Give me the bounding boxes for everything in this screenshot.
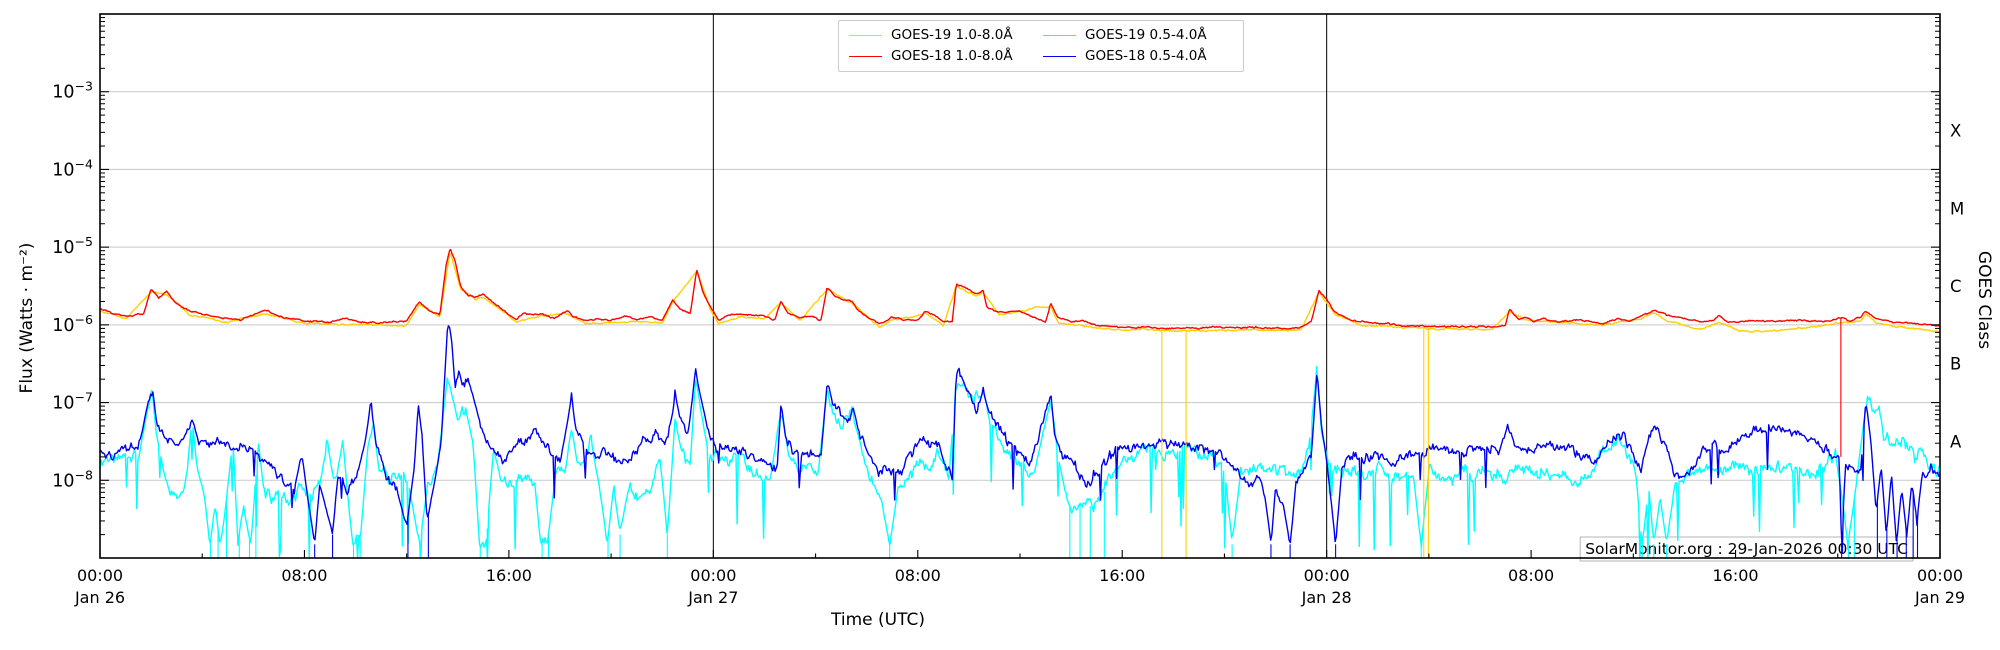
watermark-box: SolarMonitor.org : 29-Jan-2026 00:30 UTC (1579, 536, 1914, 562)
series-goes-19-0-5-4-0 (99, 366, 1941, 559)
legend-line-swatch-icon (849, 35, 882, 36)
x-tick-time-label: 16:00 (486, 566, 532, 585)
series-goes-18-0-5-4-0 (99, 325, 1940, 554)
goes-class-label-x: X (1950, 122, 1961, 141)
x-tick-time-label: 16:00 (1099, 566, 1145, 585)
watermark-background (1579, 536, 1914, 562)
legend-entry: GOES-18 0.5-4.0Å (1043, 47, 1233, 67)
legend-entry: GOES-18 1.0-8.0Å (849, 47, 1039, 67)
x-tick-time-label: 00:00 (690, 566, 736, 585)
x-tick-date-label: Jan 27 (687, 588, 738, 607)
watermark: SolarMonitor.org : 29-Jan-2026 00:30 UTC (1585, 540, 1908, 558)
legend-entry: GOES-19 1.0-8.0Å (849, 26, 1039, 46)
legend-line-swatch-icon (1043, 35, 1076, 36)
goes-class-label-c: C (1950, 277, 1962, 296)
goes-class-label-m: M (1950, 199, 1964, 218)
y-tick-label: 10−4 (52, 156, 93, 180)
x-axis-title: Time (UTC) (831, 610, 925, 630)
goes-class-label-a: A (1950, 432, 1962, 451)
y-tick-label: 10−7 (52, 390, 93, 414)
legend-label: GOES-18 0.5-4.0Å (1085, 47, 1207, 64)
gridlines (100, 91, 1940, 481)
axis-tick-labels: 10−3 10−4 10−5 10−6 10−7 10−8 00:00 Jan 26 08:00… (52, 79, 1965, 607)
day-boundary-lines (712, 14, 1328, 558)
x-tick-date-label: Jan 29 (1914, 588, 1965, 607)
y-tick-label: 10−8 (52, 467, 93, 491)
x-tick-time-label: 00:00 (1917, 566, 1963, 585)
x-tick-time-label: 08:00 (895, 566, 941, 585)
y-tick-label: 10−5 (52, 234, 93, 258)
series-goes-18-1-0-8-0 (99, 248, 1941, 330)
x-tick-time-label: 00:00 (77, 566, 123, 585)
legend-label: GOES-19 1.0-8.0Å (891, 26, 1013, 43)
legend-line-swatch-icon (1043, 56, 1076, 57)
series-lines (99, 248, 1941, 559)
series-goes-19-1-0-8-0 (99, 253, 1941, 333)
legend-label: GOES-19 0.5-4.0Å (1085, 26, 1207, 43)
y-axis-title: Flux (Watts · m⁻²) (17, 242, 37, 394)
legend-entry: GOES-19 0.5-4.0Å (1043, 26, 1233, 46)
legend-line-swatch-icon (849, 56, 882, 57)
right-axis-title: GOES Class (1974, 250, 1994, 350)
goes-class-label-b: B (1950, 355, 1961, 374)
x-tick-time-label: 16:00 (1713, 566, 1759, 585)
x-tick-date-label: Jan 26 (74, 588, 125, 607)
axes (99, 13, 1941, 559)
plot-border (99, 13, 1941, 559)
x-tick-date-label: Jan 28 (1301, 588, 1352, 607)
x-tick-time-label: 00:00 (1304, 566, 1350, 585)
y-tick-label: 10−3 (52, 79, 93, 103)
x-tick-time-label: 08:00 (1508, 566, 1554, 585)
legend: GOES-19 1.0-8.0Å GOES-19 0.5-4.0Å GOES-18 … (838, 20, 1244, 72)
y-tick-label: 10−6 (52, 312, 93, 336)
legend-label: GOES-18 1.0-8.0Å (891, 47, 1013, 64)
x-tick-time-label: 08:00 (281, 566, 327, 585)
